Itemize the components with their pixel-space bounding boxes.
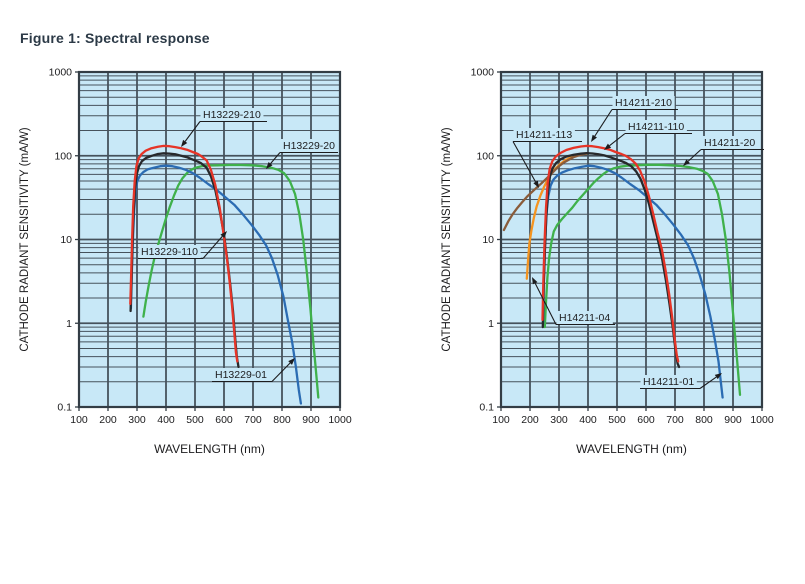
grid <box>77 70 342 409</box>
x-tick-label: 900 <box>724 414 742 426</box>
annotation-H13229-110: H13229-110 <box>138 231 227 260</box>
annotation-H14211-20: H14211-20 <box>683 136 764 166</box>
annotation-H14211-01: H14211-01 <box>640 373 722 390</box>
x-tick-label: 300 <box>550 414 568 426</box>
series-H14211-210 <box>541 144 680 363</box>
x-tick-label: 800 <box>273 414 291 426</box>
series-H14211-110 <box>541 151 681 369</box>
x-tick-label: 700 <box>666 414 684 426</box>
arrowhead <box>220 231 227 238</box>
spectral-response-chart-h13229: 100 200 300 400 500 600 700 800 900 1000100010010… <box>19 67 352 457</box>
x-tick-label: 500 <box>186 414 204 426</box>
annotation-H13229-210: H13229-210 <box>181 108 267 147</box>
x-tick-label: 1000 <box>750 414 774 426</box>
y-axis: 1000 100 10 1 0.1 <box>49 67 79 414</box>
x-tick-label: 800 <box>695 414 713 426</box>
series-H13229-210 <box>129 144 239 363</box>
series-H13229-20 <box>142 163 320 399</box>
y-tick-label: 100 <box>54 150 72 162</box>
x-tick-label: 100 <box>70 414 88 426</box>
y-tick-label: 1000 <box>471 67 495 79</box>
y-tick-label: 0.1 <box>479 402 494 414</box>
x-tick-label: 900 <box>302 414 320 426</box>
x-tick-label: 600 <box>637 414 655 426</box>
annotation-H14211-110: H14211-110 <box>604 120 692 150</box>
x-tick-label: 600 <box>215 414 233 426</box>
annotation-label: H13229-20 <box>283 140 335 152</box>
x-tick-label: 100 <box>492 414 510 426</box>
arrowhead <box>266 161 273 169</box>
annotation-label: H13229-210 <box>203 109 261 121</box>
x-tick-label: 1000 <box>328 414 352 426</box>
x-axis-title: WAVELENGTH (nm) <box>576 442 687 456</box>
arrowhead <box>714 373 722 380</box>
y-tick-label: 1000 <box>49 67 73 79</box>
x-tick-label: 700 <box>244 414 262 426</box>
annotation-label: H14211-20 <box>704 137 755 149</box>
spectral-response-chart-h14211: 100 200 300 400 500 600 700 800 900 1000100010010… <box>441 67 774 457</box>
annotation-label: H14211-04 <box>559 312 610 324</box>
x-tick-label: 400 <box>579 414 597 426</box>
annotation-H14211-113: H14211-113 <box>512 128 582 188</box>
annotation-H14211-04: H14211-04 <box>532 277 615 326</box>
series-H14211-01 <box>541 164 724 399</box>
x-tick-label: 300 <box>128 414 146 426</box>
x-tick-label: 400 <box>157 414 175 426</box>
series-H13229-01 <box>129 164 303 405</box>
arrowhead <box>532 277 538 285</box>
series-H14211-20 <box>543 163 742 396</box>
y-tick-label: 10 <box>60 234 72 246</box>
annotation-label: H13229-01 <box>215 369 267 381</box>
figure-title: Figure 1: Spectral response <box>20 30 210 46</box>
annotation-label: H14211-01 <box>643 376 694 388</box>
arrowhead <box>288 358 295 365</box>
arrowhead <box>683 159 690 166</box>
x-tick-label: 200 <box>99 414 117 426</box>
annotation-H13229-20: H13229-20 <box>266 139 338 169</box>
arrowhead <box>591 134 597 142</box>
annotation-label: H14211-110 <box>628 121 684 133</box>
x-axis: 100 200 300 400 500 600 700 800 900 1000 <box>70 407 352 426</box>
y-axis-title: CATHODE RADIANT SENSITIVITY (mA/W) <box>19 127 31 351</box>
y-tick-label: 100 <box>476 150 494 162</box>
annotation-H13229-01: H13229-01 <box>212 358 295 383</box>
annotation-label: H14211-113 <box>516 129 572 141</box>
y-tick-label: 0.1 <box>57 402 72 414</box>
annotation-label: H13229-110 <box>141 246 198 258</box>
y-axis: 1000 100 10 1 0.1 <box>471 67 501 414</box>
series-H14211-113 <box>502 152 590 232</box>
x-tick-label: 200 <box>521 414 539 426</box>
y-tick-label: 1 <box>66 318 72 330</box>
y-tick-label: 1 <box>488 318 494 330</box>
arrowhead <box>181 139 188 147</box>
arrowhead <box>533 180 539 188</box>
y-axis-title: CATHODE RADIANT SENSITIVITY (mA/W) <box>441 127 453 351</box>
annotation-label: H14211-210 <box>615 97 672 109</box>
y-tick-label: 10 <box>482 234 494 246</box>
arrowhead <box>604 143 612 150</box>
x-axis: 100 200 300 400 500 600 700 800 900 1000 <box>492 407 774 426</box>
x-tick-label: 500 <box>608 414 626 426</box>
annotation-H14211-210: H14211-210 <box>591 96 678 142</box>
x-axis-title: WAVELENGTH (nm) <box>154 442 265 456</box>
